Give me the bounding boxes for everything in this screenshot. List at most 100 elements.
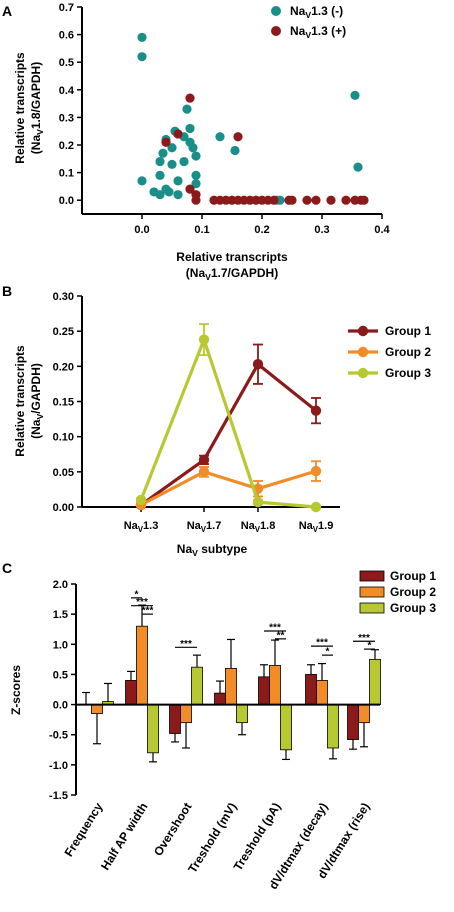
bar (280, 704, 292, 751)
y-tick-label: 1.0 (53, 639, 68, 651)
bar (191, 666, 203, 705)
x-tick-label: 0.0 (134, 224, 149, 236)
y-tick-label: 0.00 (53, 502, 74, 514)
data-point-nav13-neg (158, 148, 168, 158)
significance-label: *** (358, 633, 370, 644)
x-tick-label: NaV1.3 (124, 520, 159, 534)
data-point-nav13-neg (188, 143, 198, 153)
data-point-nav13-pos (287, 195, 297, 205)
data-point-nav13-pos (359, 195, 369, 205)
bar (305, 674, 317, 705)
data-point-nav13-pos (185, 93, 195, 103)
data-point-nav13-neg (137, 176, 147, 186)
data-point-nav13-neg (191, 151, 201, 161)
data-point-nav13-pos (311, 195, 321, 205)
data-point-nav13-neg (167, 159, 177, 169)
y-tick-label: -0.5 (49, 730, 68, 742)
data-point-nav13-pos (173, 129, 183, 139)
legend-label: Group 2 (385, 345, 431, 359)
bar (347, 704, 359, 740)
data-point-nav13-pos (191, 195, 201, 205)
data-point-nav13-neg (173, 176, 183, 186)
bar (358, 704, 370, 724)
y-tick-label: 1.5 (53, 609, 68, 621)
legend-label: Group 1 (385, 324, 431, 338)
y-tick-label: 0.25 (53, 326, 74, 338)
data-point (198, 466, 210, 478)
y-tick-label: -1.0 (49, 760, 68, 772)
data-point-nav13-pos (326, 195, 336, 205)
significance-label: * (368, 641, 372, 652)
panel-letter-a: A (2, 3, 12, 19)
significance-label: *** (180, 639, 192, 650)
y-axis-title: Relative transcripts (13, 52, 27, 164)
y-tick-label: 0.5 (59, 57, 74, 69)
data-point-nav13-neg (182, 104, 192, 114)
significance-label: * (135, 589, 139, 600)
data-point-nav13-neg (137, 32, 147, 42)
bar (91, 704, 103, 715)
data-point-nav13-neg (155, 170, 165, 180)
legend-marker (271, 26, 281, 36)
series-line (140, 469, 317, 507)
bar (369, 658, 381, 705)
significance-label: *** (142, 606, 154, 617)
y-axis-title-line2: (NaV/GAPDH) (29, 363, 45, 439)
x-tick-label: NaV1.9 (299, 520, 334, 534)
y-tick-label: 0.30 (53, 291, 74, 303)
data-point-nav13-neg (191, 170, 201, 180)
panel-b: B 0.00 0.05 0.10 0.15 0.20 0.25 0.30 NaV1.3 NaV1.… (2, 283, 431, 558)
series-line (139, 334, 317, 509)
data-point-nav13-neg (155, 190, 165, 200)
data-point-nav13-pos (161, 137, 171, 147)
panel-a: A 0.0 0.1 0.2 0.3 0.4 0.5 0.6 0.7 0.0 0.1 0.2 0.3 0.4… (2, 2, 391, 282)
legend-swatch (359, 586, 385, 598)
bar (236, 704, 248, 724)
data-point (198, 334, 210, 345)
x-tick-label: Half AP width (98, 800, 151, 872)
data-point-nav13-neg (137, 52, 147, 62)
legend-marker (357, 325, 369, 337)
x-tick-label: 0.4 (374, 224, 390, 236)
legend-label: Group 2 (390, 585, 436, 599)
data-point-nav13-neg (215, 132, 225, 142)
x-tick-label: 0.3 (314, 224, 329, 236)
y-tick-label: 0.7 (59, 2, 74, 14)
y-tick-label: -1.5 (49, 790, 68, 802)
panel-letter-b: B (2, 283, 12, 299)
data-point-nav13-neg (230, 145, 240, 156)
data-point-nav13-neg (191, 179, 201, 189)
bar (316, 680, 328, 705)
significance-label: *** (316, 638, 328, 649)
data-point-nav13-pos (233, 132, 243, 142)
data-point (135, 494, 147, 506)
data-point (198, 454, 210, 466)
y-tick-label: 0.2 (59, 140, 74, 152)
x-tick-label: Treshold (pA) (231, 800, 284, 873)
bar (269, 664, 281, 705)
legend-label: Group 1 (390, 569, 436, 583)
y-tick-label: 0.0 (59, 195, 74, 207)
y-axis-title-group: Relative transcripts (NaV/GAPDH) (13, 345, 45, 457)
panel-letter-c: C (2, 560, 12, 576)
x-axis-title: NaV subtype (177, 542, 248, 558)
y-axis-title-group: Z-scores (9, 665, 23, 715)
data-point (252, 359, 264, 370)
y-tick-label: 0.15 (53, 397, 74, 409)
x-tick-label: 0.2 (254, 224, 269, 236)
data-point (310, 465, 322, 477)
data-point-nav13-neg (164, 187, 174, 197)
x-tick-label: Frequency (62, 800, 106, 859)
bar (147, 704, 159, 754)
legend-swatch (359, 602, 385, 614)
data-point-nav13-neg (353, 162, 363, 172)
panel-c: C 2.0 1.5 1.0 0.5 0.0 -0.5 -1.0 -1.5 Group 1 Group… (2, 560, 436, 892)
data-point-nav13-pos (269, 195, 279, 205)
significance-label: *** (136, 597, 148, 608)
significance-label: * (326, 647, 330, 658)
x-axis-title-line2: (NaV1.7/GAPDH) (186, 266, 278, 282)
significance-label: *** (269, 623, 281, 634)
legend-swatch (359, 570, 385, 582)
x-axis-title: Relative transcripts (176, 250, 288, 264)
